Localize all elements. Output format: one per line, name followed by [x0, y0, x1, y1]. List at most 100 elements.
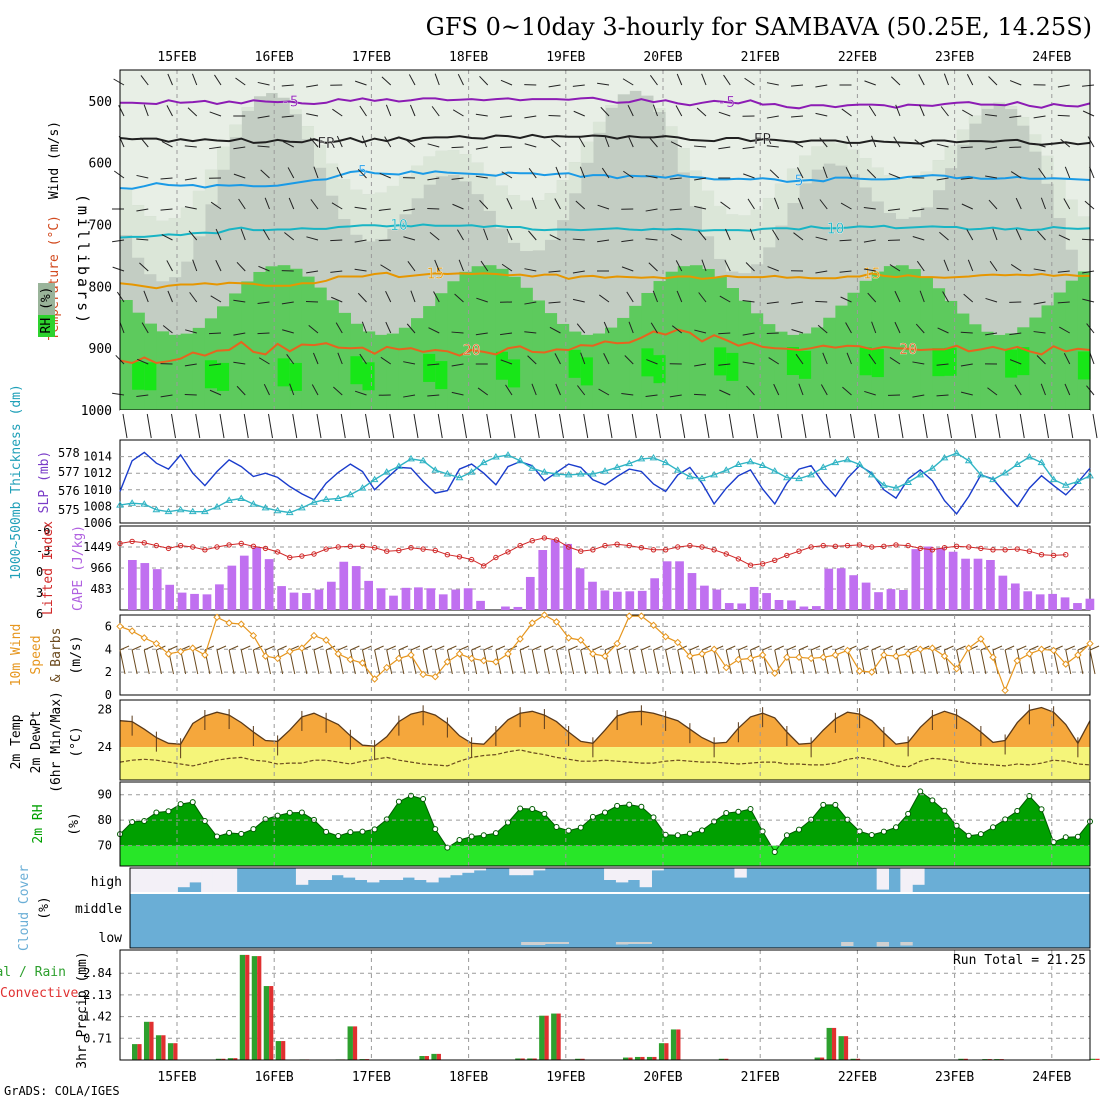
wind-barb [258, 265, 270, 272]
thickness-point [1025, 453, 1034, 460]
wind-barb [336, 166, 343, 179]
wind-speed-point [577, 636, 585, 644]
cape-bar [849, 575, 858, 610]
rh-band-saturated [423, 353, 436, 382]
rh-band-mid [774, 183, 788, 226]
wind-barb-flag [447, 645, 457, 651]
cape-bar [152, 569, 162, 610]
wind-barb [801, 413, 807, 439]
wind-barb [451, 177, 464, 180]
rh-band-dry [120, 70, 133, 190]
thickness-point [588, 469, 597, 477]
rh-tick-70: 70 [98, 839, 112, 853]
cape-bar [227, 565, 237, 610]
thickness-point [940, 453, 949, 461]
wind-barb-flag [374, 645, 384, 651]
wind-barb [185, 329, 197, 334]
wind-speed-point [528, 619, 536, 627]
wind-barb [841, 108, 852, 117]
wind-speed-point [298, 644, 306, 652]
bottom-date-22FEB: 22FEB [838, 1070, 877, 1085]
precip-total-bar [527, 1058, 533, 1060]
wind-barb [359, 353, 367, 365]
wind-barb [845, 167, 852, 179]
cloud-high-gap [378, 868, 392, 880]
rh-point [1014, 808, 1021, 815]
wind-speed-point [601, 652, 609, 660]
wind-barb [288, 197, 295, 210]
wind-barb [215, 259, 222, 272]
isotherm-5 [119, 169, 1091, 190]
wind-speed-point [225, 619, 233, 627]
wind-barb [252, 649, 259, 675]
rh-point [177, 801, 184, 808]
lifted-index-point [662, 547, 669, 553]
precip-convective-bar [532, 1058, 537, 1060]
wind-tick-4: 4 [105, 642, 112, 656]
lifted-index-point [311, 551, 317, 557]
cloud-high-gap [367, 868, 380, 883]
wind-barb [333, 386, 343, 396]
top-date-21FEB: 21FEB [741, 50, 780, 65]
thickness-point [928, 464, 937, 471]
wind-barb [433, 291, 440, 303]
rh-band-moist [447, 281, 461, 410]
wind-barb [798, 649, 805, 675]
wind-barb [122, 413, 128, 439]
thickness-point [407, 454, 415, 462]
thickness-point [455, 473, 464, 481]
wind-speed-point [868, 668, 876, 676]
wind-speed-point [625, 612, 633, 620]
rh-point [1062, 834, 1069, 841]
wind-barb [456, 229, 464, 241]
lifted-index-point [347, 543, 354, 549]
cape-bar [351, 566, 361, 610]
rh-point [577, 824, 584, 831]
wind-barb [437, 413, 443, 439]
cape-bar [588, 581, 597, 610]
rh-point [395, 798, 402, 805]
wind-barb [477, 387, 489, 396]
wind-barb [240, 649, 247, 675]
rh-band-mid [1077, 216, 1091, 275]
wind-barb [184, 363, 197, 367]
wind-barb [191, 73, 198, 86]
cape-bar [600, 590, 610, 610]
wind-barb [864, 390, 876, 396]
rh-band-mid [435, 150, 448, 177]
rh-point [505, 819, 511, 826]
wind-barb [1044, 413, 1049, 439]
cape-bar [376, 588, 386, 610]
lifted-index-point [274, 549, 281, 555]
wind-barb [863, 268, 876, 272]
wind-barb [403, 361, 416, 365]
rh-band-dry [944, 70, 958, 146]
wind-barb [548, 270, 561, 273]
wind-barb [166, 260, 173, 272]
wind-barb [937, 327, 949, 334]
precip-total-bar [251, 956, 258, 1060]
rh-band-mid [1065, 199, 1079, 250]
rh-band-moist [847, 292, 861, 410]
wind-barb-flag [629, 645, 639, 651]
rh-band-mid [229, 124, 242, 138]
wind-barb [403, 208, 416, 212]
wind-barb [403, 394, 416, 398]
wind-barb [548, 84, 561, 88]
wind-barb [354, 206, 367, 210]
lifted-index-point [893, 542, 899, 548]
isotherm-label--5: -5 [281, 93, 299, 111]
lifted-index-point [371, 545, 378, 551]
wind-barb [839, 239, 852, 242]
top-date-18FEB: 18FEB [449, 50, 488, 65]
cloud-high-gap [438, 868, 451, 878]
rh-point [832, 801, 839, 808]
isotherm--5 [120, 96, 1091, 110]
rh-band-dry [277, 70, 291, 98]
rh-band-dry [629, 70, 642, 91]
rh-band-mid [192, 190, 206, 237]
thickness-point [637, 454, 646, 462]
wind-barb [475, 146, 488, 150]
rh-band-dry [338, 70, 351, 180]
top-date-22FEB: 22FEB [838, 50, 877, 65]
